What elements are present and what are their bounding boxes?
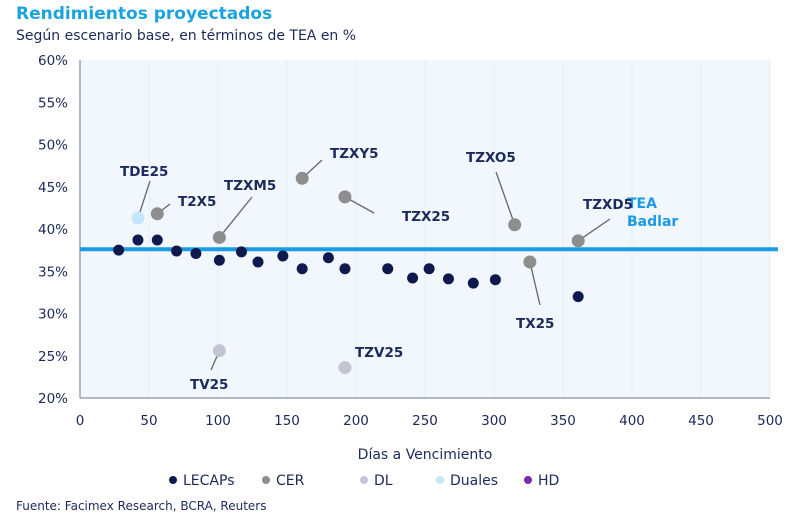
data-point-lecaps — [296, 263, 308, 275]
data-point-dl — [338, 361, 352, 375]
point-label: TZXM5 — [224, 178, 276, 194]
data-point-dl — [212, 344, 226, 358]
data-point-lecaps — [235, 246, 247, 258]
data-point-lecaps — [489, 274, 501, 286]
chart-subtitle: Según escenario base, en términos de TEA… — [16, 28, 357, 44]
point-label: TDE25 — [120, 164, 168, 180]
legend-marker-duales — [436, 476, 444, 484]
point-label: TZXO5 — [466, 150, 516, 166]
x-tick-label: 150 — [274, 413, 300, 429]
source-note: Fuente: Facimex Research, BCRA, Reuters — [16, 499, 267, 513]
x-tick-label: 350 — [550, 413, 576, 429]
data-point-cer — [571, 234, 585, 248]
y-tick-label: 45% — [38, 180, 68, 196]
legend-label: CER — [276, 473, 305, 489]
x-tick-label: 300 — [481, 413, 507, 429]
reference-label: Badlar — [627, 214, 678, 230]
y-tick-label: 30% — [38, 307, 68, 323]
data-point-lecaps — [171, 245, 183, 257]
leader-line — [529, 261, 541, 306]
x-tick-label: 400 — [619, 413, 645, 429]
data-point-duales — [131, 211, 145, 225]
x-tick-label: 100 — [205, 413, 231, 429]
point-label: TV25 — [190, 377, 228, 393]
data-point-cer — [338, 190, 352, 204]
legend-label: Duales — [450, 473, 498, 489]
leader-line — [218, 196, 253, 238]
data-point-lecaps — [277, 250, 289, 262]
data-point-lecaps — [190, 248, 202, 260]
point-label: TZXY5 — [330, 146, 379, 162]
y-tick-label: 20% — [38, 391, 68, 407]
data-point-lecaps — [151, 234, 163, 246]
data-point-cer — [212, 230, 226, 244]
x-tick-label: 500 — [757, 413, 783, 429]
data-point-lecaps — [382, 263, 394, 275]
x-axis-label: Días a Vencimiento — [358, 447, 493, 463]
data-point-cer — [150, 207, 164, 221]
y-tick-label: 60% — [38, 53, 68, 69]
y-tick-label: 35% — [38, 264, 68, 280]
point-label: TZXD5 — [583, 197, 633, 213]
data-point-cer — [295, 171, 309, 185]
data-point-lecaps — [339, 263, 351, 275]
data-point-cer — [523, 255, 537, 269]
data-point-lecaps — [442, 273, 454, 285]
x-tick-label: 250 — [412, 413, 438, 429]
reference-label: TEA — [627, 196, 657, 212]
data-point-lecaps — [132, 234, 144, 246]
data-point-lecaps — [213, 254, 225, 266]
y-tick-label: 25% — [38, 349, 68, 365]
data-point-lecaps — [252, 256, 264, 268]
data-point-lecaps — [113, 244, 125, 256]
legend-label: HD — [538, 473, 559, 489]
x-tick-label: 50 — [140, 413, 157, 429]
point-label: TZV25 — [355, 345, 403, 361]
legend-marker-lecaps — [169, 476, 177, 484]
point-label: TX25 — [516, 316, 554, 332]
legend-marker-dl — [360, 476, 368, 484]
y-tick-label: 50% — [38, 138, 68, 154]
y-tick-label: 55% — [38, 95, 68, 111]
legend-label: DL — [374, 473, 393, 489]
legend-marker-hd — [524, 476, 532, 484]
y-tick-label: 40% — [38, 222, 68, 238]
x-tick-label: 450 — [688, 413, 714, 429]
legend-marker-cer — [262, 476, 270, 484]
x-tick-label: 0 — [76, 413, 85, 429]
x-tick-label: 200 — [343, 413, 369, 429]
leader-line — [495, 171, 516, 225]
data-point-lecaps — [423, 263, 435, 275]
data-point-cer — [508, 218, 522, 232]
data-point-lecaps — [572, 291, 584, 303]
data-point-lecaps — [407, 272, 419, 284]
point-label: TZX25 — [402, 209, 450, 225]
chart-title: Rendimientos proyectados — [16, 4, 273, 24]
legend-label: LECAPs — [183, 473, 235, 489]
data-point-lecaps — [322, 252, 334, 264]
point-label: T2X5 — [178, 194, 216, 210]
data-point-lecaps — [467, 277, 479, 289]
